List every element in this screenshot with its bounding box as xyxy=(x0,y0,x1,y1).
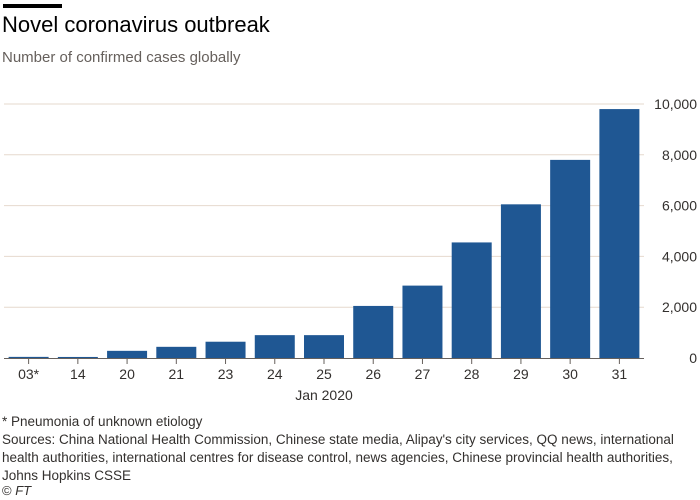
y-tick-label: 2,000 xyxy=(662,299,697,315)
x-tick-label: 03* xyxy=(18,366,40,382)
x-tick-label: 25 xyxy=(316,366,332,382)
x-tick-label: 30 xyxy=(562,366,578,382)
bar xyxy=(107,350,148,358)
bar xyxy=(353,305,394,358)
bar xyxy=(402,285,443,358)
bar xyxy=(550,159,591,358)
copyright-symbol: © xyxy=(2,483,12,498)
bar-chart: 0 2,000 4,000 6,000 8,000 10,000 03* 14 20 21 23 2… xyxy=(4,96,697,403)
bar xyxy=(500,204,541,358)
y-axis-ticks: 0 2,000 4,000 6,000 8,000 10,000 xyxy=(654,96,697,366)
credit: © FT xyxy=(2,483,31,498)
x-tick-label: 21 xyxy=(169,366,185,382)
bar xyxy=(205,341,246,358)
x-axis-label: Jan 2020 xyxy=(295,387,353,403)
bar xyxy=(599,109,640,358)
x-tick-label: 14 xyxy=(70,366,86,382)
y-tick-label: 8,000 xyxy=(662,147,697,163)
chart-subtitle: Number of confirmed cases globally xyxy=(2,49,241,66)
x-tick-label: 28 xyxy=(464,366,480,382)
x-tick-label: 20 xyxy=(119,366,135,382)
x-tick-label: 27 xyxy=(415,366,431,382)
bar xyxy=(304,335,344,358)
x-tick-label: 29 xyxy=(513,366,529,382)
bar xyxy=(8,356,49,358)
bar xyxy=(57,356,98,358)
y-tick-label: 6,000 xyxy=(662,198,697,214)
gridlines xyxy=(4,103,644,308)
credit-name: FT xyxy=(15,483,32,498)
bar xyxy=(254,335,295,358)
x-axis-ticks: 03* 14 20 21 23 24 25 26 27 28 29 30 31 xyxy=(18,358,627,382)
footnote: * Pneumonia of unknown etiology xyxy=(2,414,203,429)
bar xyxy=(156,346,197,358)
x-tick-label: 26 xyxy=(365,366,381,382)
chart-title: Novel coronavirus outbreak xyxy=(2,12,270,37)
sources-note: Sources: China National Health Commissio… xyxy=(2,432,674,483)
y-tick-label: 4,000 xyxy=(662,248,697,264)
bar xyxy=(451,242,492,358)
x-tick-label: 31 xyxy=(612,366,628,382)
y-tick-label: 0 xyxy=(689,350,697,366)
x-tick-label: 24 xyxy=(267,366,283,382)
header-rule xyxy=(3,4,62,8)
y-tick-label: 10,000 xyxy=(654,96,697,112)
x-tick-label: 23 xyxy=(218,366,234,382)
bars xyxy=(8,109,640,358)
